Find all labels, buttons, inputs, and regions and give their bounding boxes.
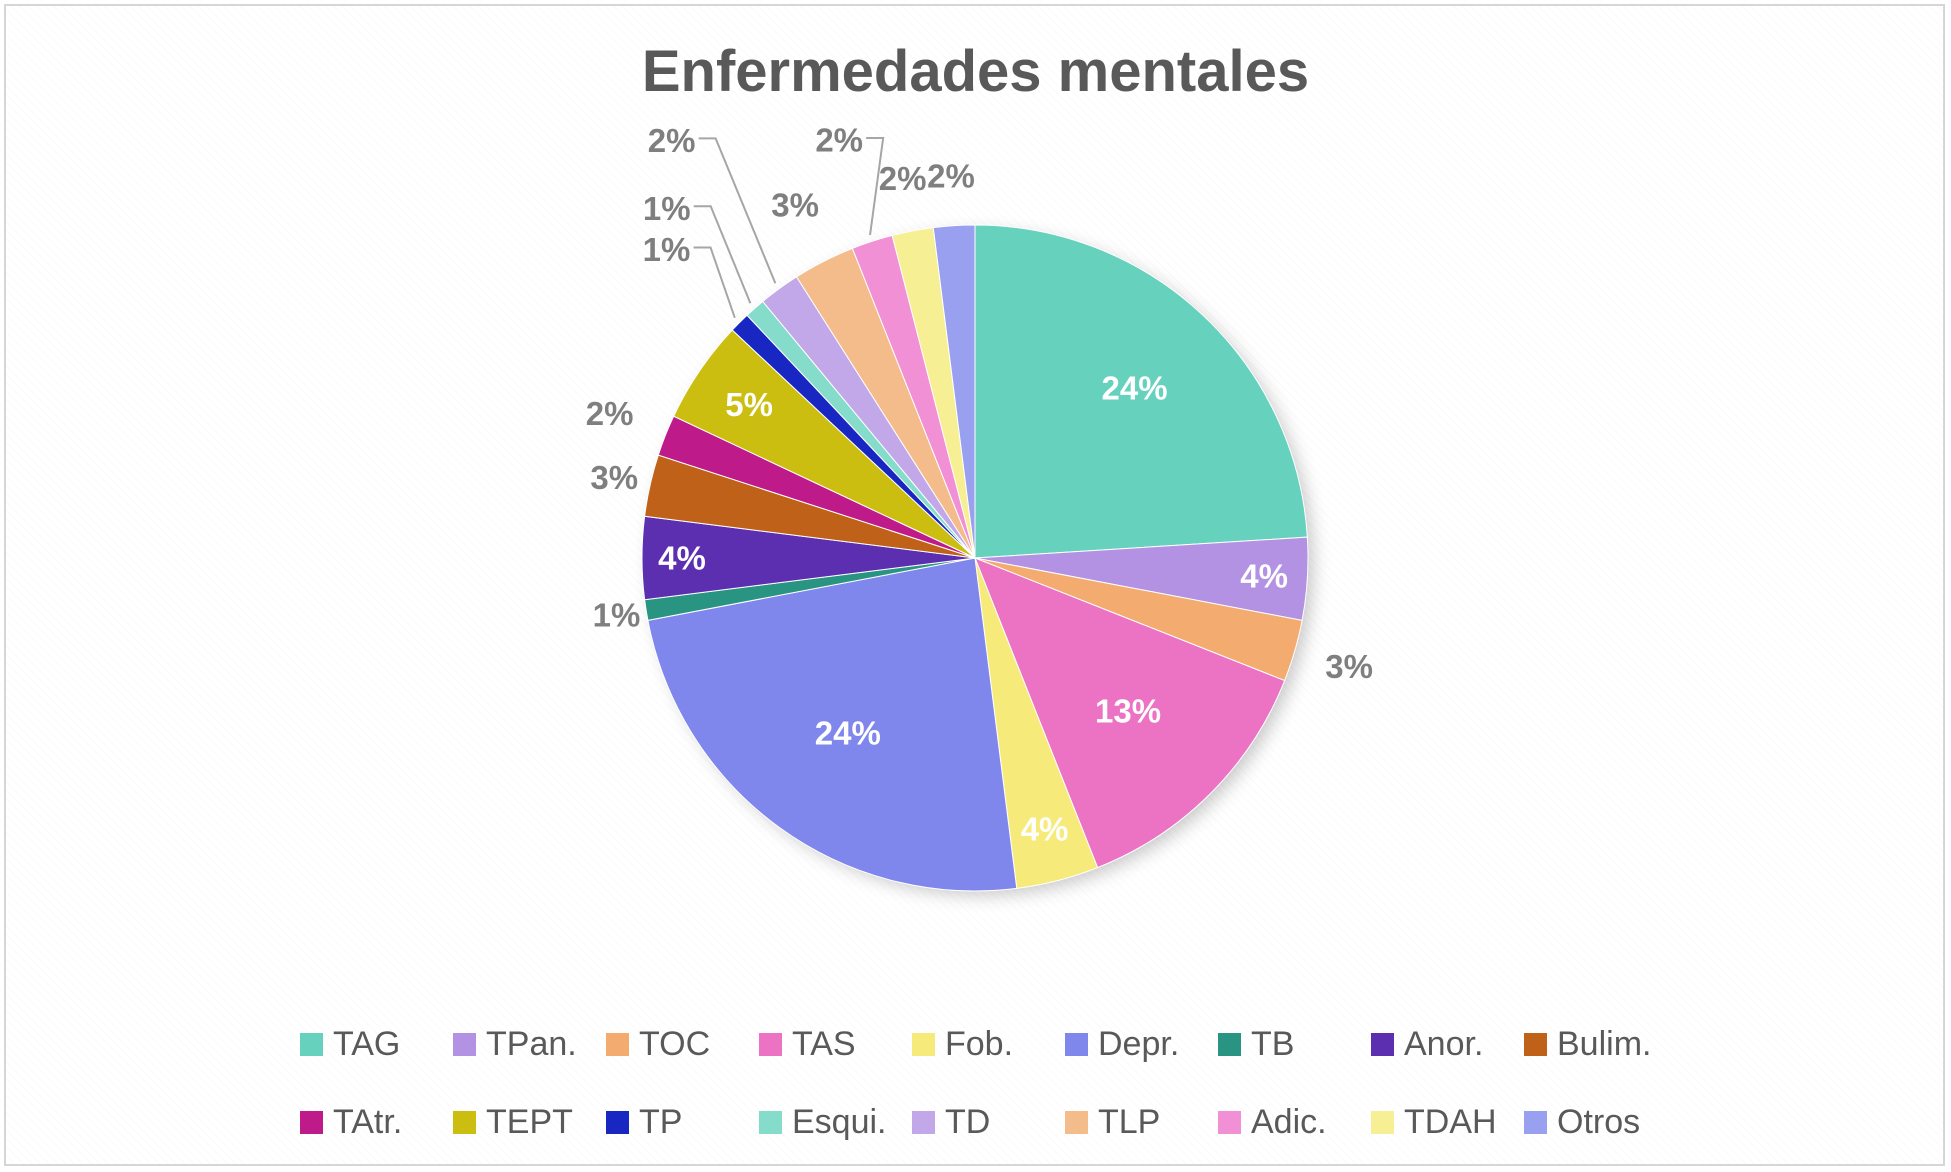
legend-label: TOC	[639, 1024, 711, 1063]
legend-swatch	[1371, 1032, 1394, 1056]
legend-swatch	[606, 1110, 629, 1134]
data-label: 13%	[1095, 693, 1161, 730]
legend-item: Bulim.	[1524, 1025, 1677, 1064]
legend-label: Fob.	[945, 1024, 1014, 1063]
legend-label: TP	[639, 1102, 683, 1141]
data-label: 1%	[593, 596, 641, 633]
legend: TAG TPan. TOC TAS Fob. Depr. TB Anor. Bulim. TAt…	[300, 1005, 1700, 1161]
legend-swatch	[1218, 1110, 1241, 1134]
legend-label: TAtr.	[333, 1102, 403, 1141]
legend-swatch	[453, 1032, 476, 1056]
chart-title: Enfermedades mentales	[641, 39, 1310, 104]
leader-line	[698, 137, 777, 284]
legend-swatch	[912, 1110, 935, 1134]
legend-label: Esqui.	[792, 1102, 887, 1141]
leader-line	[866, 136, 885, 236]
legend-item: TLP	[1065, 1103, 1218, 1142]
legend-item: TAtr.	[300, 1103, 453, 1142]
data-label: 4%	[1021, 810, 1069, 847]
data-label: 4%	[1240, 558, 1288, 595]
legend-swatch	[1524, 1110, 1547, 1134]
data-label: 2%	[648, 122, 696, 159]
legend-swatch	[912, 1032, 935, 1056]
pie-slice-depr	[647, 557, 1018, 892]
data-label: 24%	[1102, 370, 1168, 407]
data-label: 1%	[643, 231, 691, 268]
legend-item: Otros	[1524, 1103, 1677, 1142]
legend-item: Esqui.	[759, 1103, 912, 1142]
legend-row: TAtr. TEPT TP Esqui. TD TLP Adic. TDAH Otros	[300, 1083, 1700, 1161]
legend-label: Bulim.	[1557, 1024, 1652, 1063]
leader-line	[693, 246, 736, 319]
legend-item: TAS	[759, 1025, 912, 1064]
data-label: 2%	[586, 395, 634, 432]
data-label: 3%	[771, 186, 819, 223]
legend-item: TEPT	[453, 1103, 606, 1142]
legend-item: Depr.	[1065, 1025, 1218, 1064]
data-label: 2%	[927, 157, 975, 194]
data-label: 1%	[643, 190, 691, 227]
legend-item: TB	[1218, 1025, 1371, 1064]
legend-label: Adic.	[1251, 1102, 1327, 1141]
legend-swatch	[453, 1110, 476, 1134]
pie-slice-otros	[932, 224, 976, 559]
legend-label: Depr.	[1098, 1024, 1180, 1063]
legend-item: TOC	[606, 1025, 759, 1064]
legend-item: TPan.	[453, 1025, 606, 1064]
legend-swatch	[1218, 1032, 1241, 1056]
legend-item: Fob.	[912, 1025, 1065, 1064]
legend-label: TD	[945, 1102, 991, 1141]
legend-label: TLP	[1098, 1102, 1161, 1141]
legend-label: TPan.	[486, 1024, 577, 1063]
data-label: 24%	[815, 715, 881, 752]
legend-item: Adic.	[1218, 1103, 1371, 1142]
legend-swatch	[1524, 1032, 1547, 1056]
legend-label: TB	[1251, 1024, 1295, 1063]
legend-item: TD	[912, 1103, 1065, 1142]
leader-line	[693, 205, 752, 304]
data-label: 3%	[1325, 648, 1373, 685]
data-label: 2%	[815, 121, 863, 158]
legend-swatch	[300, 1032, 323, 1056]
pie-slice-tas	[974, 557, 1286, 869]
legend-item: TDAH	[1371, 1103, 1524, 1142]
legend-label: TEPT	[486, 1102, 573, 1141]
legend-label: Anor.	[1404, 1024, 1484, 1063]
data-label: 5%	[725, 386, 773, 423]
legend-swatch	[1371, 1110, 1394, 1134]
legend-swatch	[1065, 1110, 1088, 1134]
legend-swatch	[759, 1110, 782, 1134]
legend-swatch	[759, 1032, 782, 1056]
legend-swatch	[300, 1110, 323, 1134]
pie-slice-tag	[974, 224, 1308, 559]
legend-item: TP	[606, 1103, 759, 1142]
legend-label: TAS	[792, 1024, 856, 1063]
legend-label: TDAH	[1404, 1102, 1497, 1141]
legend-swatch	[606, 1032, 629, 1056]
legend-item: TAG	[300, 1025, 453, 1064]
legend-label: TAG	[333, 1024, 401, 1063]
data-label: 4%	[658, 540, 706, 577]
data-label: 2%	[879, 160, 927, 197]
legend-swatch	[1065, 1032, 1088, 1056]
legend-row: TAG TPan. TOC TAS Fob. Depr. TB Anor. Bulim.	[300, 1005, 1700, 1083]
legend-item: Anor.	[1371, 1025, 1524, 1064]
legend-label: Otros	[1557, 1102, 1641, 1141]
data-label: 3%	[590, 459, 638, 496]
